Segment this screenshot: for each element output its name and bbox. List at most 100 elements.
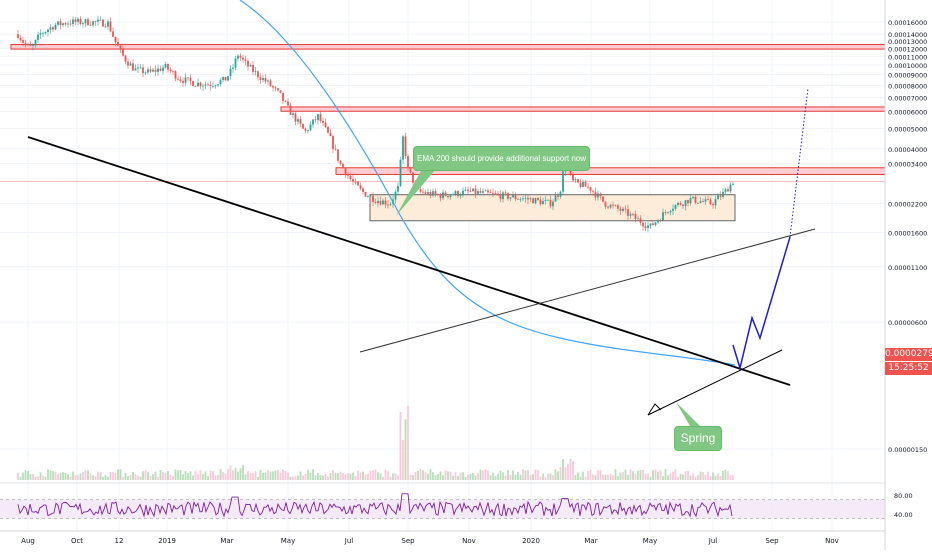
- volume-bar: [374, 469, 377, 480]
- volume-bar: [232, 470, 234, 480]
- candle-body: [317, 114, 319, 121]
- candle-body: [582, 181, 584, 187]
- candle-body: [729, 184, 732, 192]
- candle-body: [367, 196, 369, 198]
- candle-body: [39, 33, 42, 35]
- candle-body: [574, 179, 577, 181]
- candle-body: [114, 36, 117, 43]
- candle-body: [174, 71, 177, 79]
- volume-bar: [654, 469, 657, 480]
- resistance-zone-middle: [280, 106, 886, 112]
- volume-bar: [607, 474, 609, 480]
- spring-support-line: [647, 349, 783, 416]
- candle-body: [664, 212, 667, 214]
- volume-bar: [529, 475, 532, 480]
- candle-body: [84, 19, 87, 24]
- time-tick-label: Sep: [401, 537, 415, 545]
- candle-body: [69, 23, 72, 25]
- volume-bar: [672, 471, 674, 480]
- volume-bar: [459, 472, 462, 480]
- volume-bar: [434, 475, 437, 480]
- volume-bar: [662, 476, 664, 480]
- volume-bar: [62, 472, 64, 480]
- candle-body: [362, 188, 364, 193]
- candle-body: [232, 67, 234, 69]
- volume-bar: [337, 473, 339, 480]
- volume-bar: [129, 475, 132, 480]
- volume-bar: [727, 471, 729, 480]
- time-tick-label: 12: [115, 537, 124, 545]
- volume-bar: [709, 476, 712, 480]
- candle-body: [704, 199, 707, 202]
- volume-bar: [562, 458, 564, 480]
- volume-bar: [724, 469, 727, 480]
- candle-body: [259, 77, 262, 80]
- volume-bar: [502, 472, 504, 480]
- candle-body: [544, 200, 547, 202]
- candle-body: [87, 19, 89, 26]
- volume-bar: [449, 471, 452, 480]
- volume-bar: [119, 469, 122, 480]
- volume-bar: [357, 470, 359, 480]
- volume-bar: [302, 475, 304, 480]
- candle-body: [467, 189, 469, 192]
- resistance-zone-upper: [10, 44, 886, 50]
- volume-bar: [522, 469, 524, 480]
- volume-bar: [692, 473, 694, 480]
- candle-body: [132, 63, 134, 71]
- volume-bar: [582, 471, 584, 480]
- candle-body: [634, 214, 637, 219]
- volume-bar: [312, 469, 314, 480]
- volume-bar: [509, 474, 512, 480]
- volume-bar: [682, 474, 684, 480]
- candle-body: [234, 58, 237, 68]
- candle-body: [352, 179, 354, 182]
- volume-bar: [257, 476, 259, 480]
- candle-body: [399, 159, 402, 186]
- volume-bar: [59, 472, 62, 480]
- candle-body: [487, 190, 489, 193]
- candle-body: [389, 203, 392, 205]
- candle-body: [137, 67, 139, 69]
- candle-body: [604, 201, 607, 207]
- candle-body: [432, 191, 434, 196]
- candle-body: [672, 208, 674, 211]
- volume-bar: [192, 475, 194, 480]
- candle-body: [199, 82, 202, 87]
- volume-bar: [37, 476, 39, 480]
- volume-bar: [52, 471, 54, 480]
- candle-body: [512, 195, 514, 198]
- volume-bar: [264, 472, 267, 480]
- candle-body: [534, 198, 537, 204]
- candle-body: [429, 191, 432, 196]
- volume-bar: [729, 475, 732, 480]
- volume-bar: [647, 473, 649, 480]
- volume-bar: [29, 473, 32, 480]
- candle-body: [134, 68, 137, 71]
- volume-bar: [597, 470, 599, 480]
- volume-bar: [259, 469, 262, 480]
- volume-bar: [494, 476, 497, 480]
- candle-body: [539, 199, 542, 205]
- candle-body: [599, 193, 602, 197]
- price-tick-label: 0.00004000: [888, 146, 927, 154]
- volume-bar: [77, 475, 79, 480]
- candle-body: [327, 126, 329, 133]
- time-tick-label: Sep: [765, 537, 779, 545]
- candle-body: [354, 181, 357, 183]
- volume-bar: [34, 476, 37, 480]
- candle-body: [519, 199, 522, 200]
- volume-bar: [559, 467, 562, 480]
- candle-body: [344, 168, 347, 176]
- candle-body: [379, 200, 382, 205]
- volume-bar: [109, 472, 112, 480]
- candle-body: [34, 39, 37, 46]
- volume-bar: [484, 469, 487, 480]
- volume-bar: [272, 471, 274, 480]
- candle-body: [209, 84, 212, 87]
- candle-body: [459, 195, 462, 197]
- candle-body: [329, 132, 332, 137]
- candle-body: [94, 21, 97, 23]
- candle-body: [587, 186, 589, 188]
